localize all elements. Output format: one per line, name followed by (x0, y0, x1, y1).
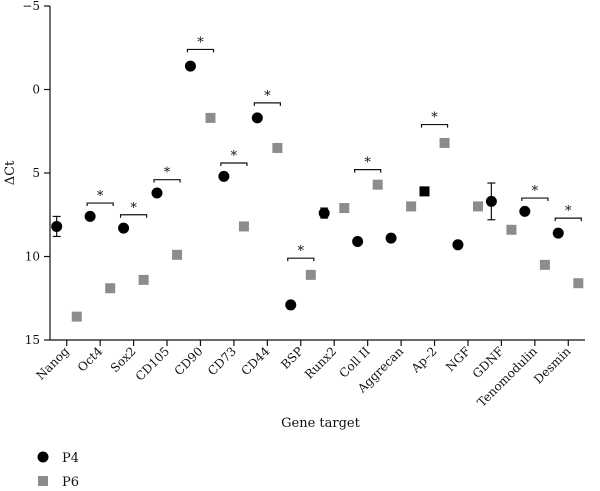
x-tick-label-desmin: Desmin (531, 344, 573, 386)
p6-point-cd90 (205, 112, 216, 123)
p6-point-gdnf (506, 224, 517, 235)
x-tick-label-bsp: BSP (278, 344, 306, 372)
significance-star-bsp: * (298, 244, 305, 259)
p4-point-runx2 (318, 207, 330, 219)
significance-bracket-bsp (287, 257, 315, 262)
p6-point-coll-ii (372, 179, 383, 190)
x-tick-label-cd105: CD105 (133, 344, 172, 383)
p4-point-cd90 (184, 60, 196, 72)
p4-point-cd73 (218, 170, 230, 182)
x-axis-title: Gene target (281, 416, 360, 431)
significance-marks: * * * * * * * * * * * (86, 35, 582, 262)
legend-label-p6: P6 (62, 475, 79, 490)
significance-star-cd105: * (164, 166, 171, 181)
x-tick-label-cd90: CD90 (172, 344, 206, 378)
y-tick-label: −5 (22, 0, 40, 13)
p4-point-oct4 (84, 210, 96, 222)
significance-star-cd44: * (264, 89, 271, 104)
p4-point-tenomodulin (519, 205, 531, 217)
legend-item-p6: P6 (38, 475, 79, 490)
y-tick-label: 10 (25, 250, 40, 264)
significance-star-tenomodulin: * (532, 184, 539, 199)
significance-bracket-ap-2 (420, 123, 449, 128)
p4-point-cd44 (251, 112, 263, 124)
x-tick-label-oct4: Oct4 (75, 344, 106, 375)
y-tick-label: 5 (32, 166, 40, 180)
significance-bracket-coll-ii (354, 169, 382, 173)
p6-point-sox2 (138, 274, 149, 285)
p4-point-aggrecan (385, 232, 397, 244)
legend-marker-p6 (38, 476, 48, 486)
significance-star-cd90: * (197, 35, 204, 50)
significance-star-ap-2: * (431, 111, 438, 126)
p4-point-sox2 (118, 222, 130, 234)
significance-bracket-cd44 (253, 102, 281, 106)
x-tick-label-sox2: Sox2 (108, 344, 139, 375)
y-tick-label: 15 (25, 333, 40, 347)
significance-bracket-cd90 (186, 48, 215, 53)
significance-bracket-oct4 (86, 202, 114, 207)
data-points (51, 60, 584, 322)
significance-bracket-desmin (554, 217, 582, 222)
legend-label-p4: P4 (62, 451, 79, 466)
p4-point-nanog (51, 220, 63, 232)
p4-point-desmin (552, 227, 564, 239)
significance-star-coll-ii: * (364, 156, 371, 171)
y-ticks: −5 0 5 10 15 (22, 0, 50, 347)
significance-star-oct4: * (97, 189, 104, 204)
x-tick-label-ap-2: Ap–2 (408, 344, 440, 376)
x-tick-label-nanog: Nanog (33, 344, 72, 383)
p6-point-nanog (71, 311, 82, 322)
y-tick-label: 0 (32, 83, 40, 97)
p6-point-bsp (305, 269, 316, 280)
x-tick-label-cd73: CD73 (205, 344, 239, 378)
p6-point-tenomodulin (539, 259, 550, 270)
x-tick-label-ngf: NGF (443, 344, 473, 374)
significance-bracket-cd105 (153, 179, 181, 183)
p4-point-bsp (285, 299, 297, 311)
y-axis-title: ΔCt (3, 160, 18, 185)
legend-marker-p4 (37, 451, 49, 463)
p4-point-ap-2 (419, 186, 430, 197)
p6-point-runx2 (339, 203, 350, 214)
significance-star-sox2: * (130, 201, 137, 216)
p4-point-cd105 (151, 187, 163, 199)
p6-point-cd73 (238, 221, 249, 232)
p6-point-aggrecan (406, 201, 417, 212)
legend-item-p4: P4 (37, 451, 79, 466)
p6-point-cd44 (272, 142, 283, 153)
significance-star-cd73: * (231, 149, 238, 164)
x-tick-label-cd44: CD44 (238, 344, 272, 378)
p4-point-ngf (452, 239, 464, 251)
p4-point-coll-ii (352, 235, 364, 247)
significance-bracket-tenomodulin (521, 197, 549, 202)
x-tick-label-runx2: Runx2 (302, 344, 339, 381)
p6-point-oct4 (105, 283, 116, 294)
p6-point-ap-2 (439, 137, 450, 148)
legend: P4 P6 (37, 451, 79, 490)
p6-point-desmin (573, 278, 584, 289)
p6-point-ngf (473, 201, 483, 212)
p6-point-cd105 (172, 249, 183, 260)
significance-star-desmin: * (565, 204, 572, 219)
p4-point-gdnf (485, 195, 497, 207)
significance-bracket-cd73 (220, 162, 248, 166)
significance-bracket-sox2 (119, 214, 148, 218)
